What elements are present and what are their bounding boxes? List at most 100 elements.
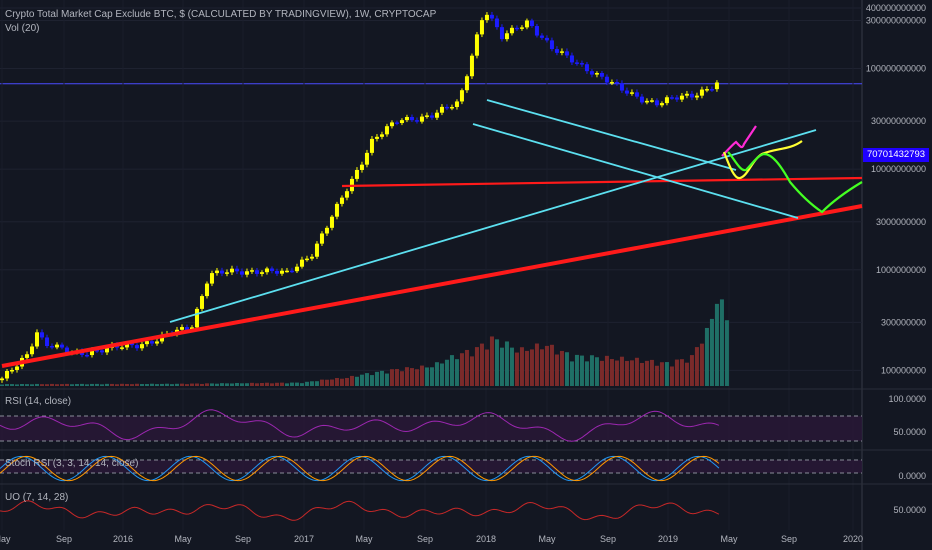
rsi-band (0, 416, 862, 441)
candle-body (494, 18, 499, 28)
uo-level-label: 50.0000 (893, 505, 926, 515)
candle-body (269, 268, 274, 271)
time-axis-label: May (538, 534, 556, 544)
price-axis-label: 1000000000 (876, 265, 926, 275)
volume-bar (59, 384, 64, 386)
candle-body (409, 116, 414, 121)
volume-bar (579, 355, 584, 386)
volume-bar (334, 378, 339, 386)
time-axis-label: 2016 (113, 534, 133, 544)
volume-bar (44, 384, 49, 386)
volume-bar (429, 367, 434, 386)
volume-bar (94, 383, 99, 386)
time-axis-label: Sep (235, 534, 251, 544)
volume-bar (524, 350, 529, 386)
volume-bar (414, 369, 419, 386)
candle-body (329, 216, 334, 228)
volume-bar (509, 347, 514, 386)
candle-body (229, 268, 234, 273)
candle-body (694, 95, 699, 98)
volume-bar (304, 381, 309, 386)
price-axis[interactable]: 400000000000 300000000000 100000000000 3000… (866, 3, 926, 515)
volume-bar (29, 384, 34, 386)
volume-bar (384, 373, 389, 386)
candle-body (94, 350, 99, 352)
candle-body (484, 14, 489, 21)
candle-body (299, 259, 304, 267)
candle-body (259, 272, 264, 274)
volume-bar (329, 379, 334, 386)
candle-body (479, 20, 484, 35)
candle-body (429, 115, 434, 118)
candle-body (184, 327, 189, 330)
volume-bar (339, 378, 344, 386)
volume-bar (14, 384, 19, 386)
volume-bar (254, 383, 259, 386)
volume-bar (79, 383, 84, 386)
volume-bar (499, 347, 504, 386)
long-term-red-support-line (1, 204, 863, 368)
candle-body (499, 27, 504, 40)
volume-bar (689, 355, 694, 386)
volume-bar (49, 383, 54, 386)
candle-body (439, 106, 444, 113)
stoch-rsi-level-label: 0.0000 (898, 471, 926, 481)
candle-body (364, 152, 369, 165)
price-axis-label: 3000000000 (876, 217, 926, 227)
candle-body (64, 347, 69, 354)
volume-bar (349, 375, 354, 386)
candle-body (584, 64, 589, 72)
candle-body (0, 378, 4, 381)
candle-body (264, 268, 269, 273)
cyan-ascending-trendline (169, 129, 817, 323)
volume-bar (714, 303, 719, 386)
volume-bar (594, 357, 599, 386)
volume-bar (609, 359, 614, 386)
candle-body (194, 308, 199, 328)
volume-bar (664, 362, 669, 386)
candle-body (24, 354, 29, 358)
indicator-panes (0, 388, 932, 521)
candle-body (124, 343, 129, 348)
volume-bar (289, 382, 294, 386)
candle-body (374, 136, 379, 139)
candle-body (144, 341, 149, 345)
volume-bar (404, 367, 409, 386)
candle-body (394, 122, 399, 124)
volume-bar (199, 383, 204, 386)
time-axis[interactable]: May Sep 2016 May Sep 2017 May Sep 2018 May Sep 2019… (0, 534, 863, 544)
candle-body (539, 35, 544, 38)
volume-histogram (0, 299, 729, 386)
candle-body (414, 120, 419, 122)
candle-body (634, 92, 639, 97)
price-axis-label: 100000000 (881, 365, 926, 375)
volume-bar (169, 384, 174, 386)
volume-label: Vol (20) (5, 23, 40, 34)
stoch-rsi-label: Stoch RSI (3, 3, 14, 14, close) (5, 458, 139, 469)
volume-bar (624, 360, 629, 386)
volume-bar (214, 383, 219, 386)
volume-bar (359, 374, 364, 386)
candle-body (179, 327, 184, 330)
candle-body (119, 347, 124, 349)
candle-body (559, 51, 564, 53)
volume-bar (549, 344, 554, 386)
volume-bar (514, 352, 519, 386)
volume-bar (589, 355, 594, 386)
volume-bar (469, 356, 474, 386)
candle-body (154, 341, 159, 344)
volume-bar (9, 384, 14, 386)
time-axis-label: May (355, 534, 373, 544)
candle-body (389, 122, 394, 127)
candle-body (379, 134, 384, 137)
candle-body (104, 347, 109, 353)
candle-body (209, 273, 214, 284)
magenta-projection (721, 125, 757, 157)
chart-title: Crypto Total Market Cap Exclude BTC, $ (… (5, 9, 437, 20)
candle-body (344, 191, 349, 198)
volume-bar (89, 383, 94, 386)
cyan-channel-upper-line (486, 99, 737, 171)
volume-bar (99, 384, 104, 386)
volume-bar (379, 370, 384, 386)
